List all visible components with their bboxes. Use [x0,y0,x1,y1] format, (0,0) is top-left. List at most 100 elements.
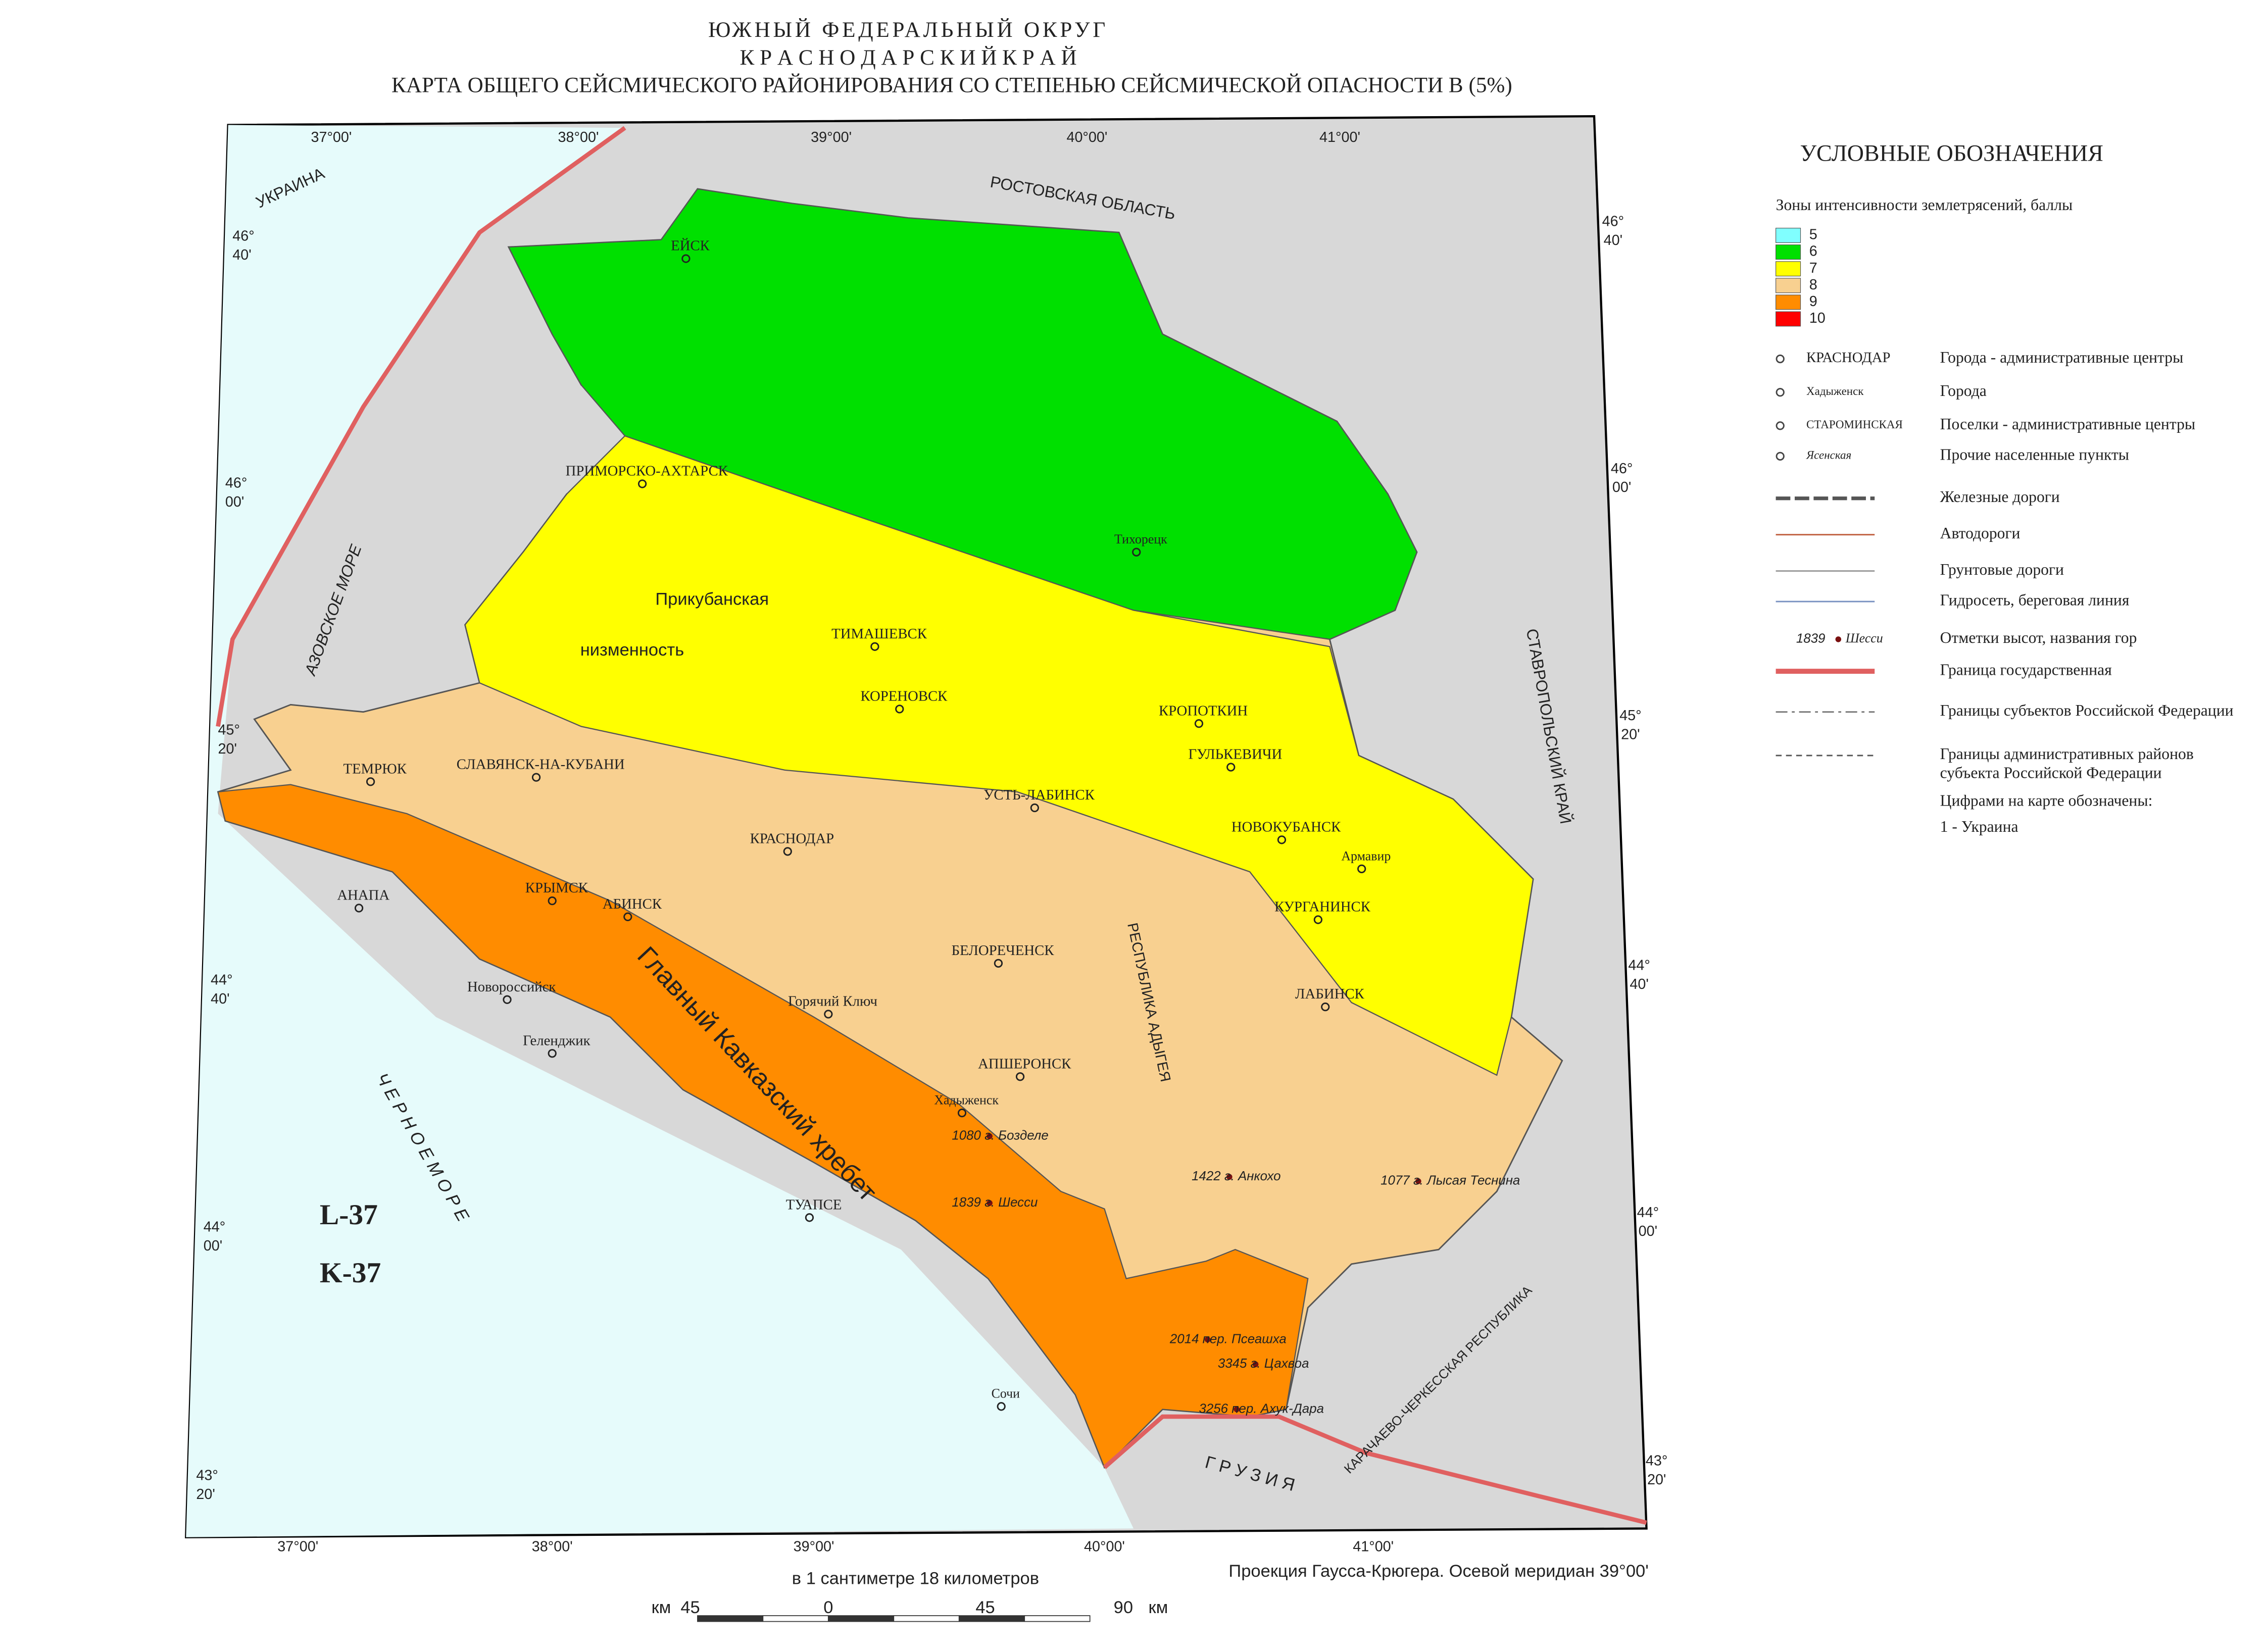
latitude-label: 43° [1646,1453,1667,1469]
longitude-label: 40°00' [1066,129,1107,145]
legend-symbol [1835,636,1842,642]
settlement-marker [1194,719,1204,728]
settlement-marker [957,1109,967,1118]
settlement-marker [366,777,375,786]
latitude-label: 44° [1637,1205,1659,1221]
scale-bar-segment [958,1615,1025,1622]
settlement-label: УСТЬ-ЛАБИНСК [983,787,1095,803]
peak-marker [1226,1174,1233,1180]
settlement-label: Геленджик [523,1032,590,1048]
legend-sample: Хадыженск [1806,384,1864,397]
zone-swatch [1776,311,1801,327]
region-label: низменность [580,640,684,660]
peak-label: 2014 пер. Псеашха [1169,1332,1287,1346]
settlement-marker [1015,1072,1025,1081]
settlement-marker [1277,835,1287,844]
settlement-marker [531,773,541,782]
scale-label: 0 [823,1598,833,1617]
latitude-label: 44° [211,972,232,988]
peak-marker [987,1200,993,1206]
peak-marker [1252,1361,1259,1368]
settlement-marker [1030,803,1039,813]
latitude-label: 45° [1619,708,1641,724]
settlement-label: НОВОКУБАНСК [1231,819,1341,835]
zone-9 [217,784,1309,1469]
settlement-marker [824,1010,833,1019]
latitude-label: 00' [204,1238,222,1254]
longitude-label: 37°00' [277,1538,318,1555]
legend-label: Грунтовые дороги [1940,561,2064,578]
longitude-label: 41°00' [1319,129,1360,145]
settlement-label: Новороссийск [467,979,556,995]
settlement-marker [997,1402,1006,1411]
zone-label: 6 [1809,243,1817,260]
zone-label: 9 [1809,293,1817,310]
longitude-label: 38°00' [558,129,599,145]
settlement-label: ТЕМРЮК [343,761,407,777]
settlement-label: КОРЕНОВСК [861,688,948,704]
legend-label: Прочие населенные пункты [1940,446,2129,464]
settlement-label: КРАСНОДАР [750,830,834,846]
legend: УСЛОВНЫЕ ОБОЗНАЧЕНИЯ Зоны интенсивности з… [1776,140,2234,835]
settlement-label: БЕЛОРЕЧЕНСК [952,942,1055,959]
latitude-label: 20' [196,1486,215,1503]
settlement-label: Тихорецк [1114,532,1167,546]
footer: в 1 сантиметре 18 километров км 45 0 45 90 км П… [652,1562,1649,1622]
legend-label: Поселки - административные центры [1940,415,2195,433]
legend-label: субъекта Российской Федерации [1940,764,2162,782]
scale-caption: в 1 сантиметре 18 километров [792,1569,1039,1588]
legend-sample: 1839 [1796,632,1826,646]
scale-label: 90 [1114,1598,1133,1617]
scale-bar-segment [697,1615,764,1622]
zone-label: 8 [1809,277,1817,293]
latitude-label: 00' [225,494,244,510]
title-line: КАРТА ОБЩЕГО СЕЙСМИЧЕСКОГО РАЙОНИРОВАНИЯ… [391,74,1512,97]
latitude-label: 44° [1628,958,1650,974]
latitude-label: 46° [225,475,247,491]
peak-label: 1839 г. Шесси [952,1195,1038,1210]
settlement-label: КРОПОТКИН [1159,703,1248,719]
longitude-label: 40°00' [1084,1538,1125,1555]
legend-label: Отметки высот, названия гор [1940,629,2137,646]
settlement-label: ГУЛЬКЕВИЧИ [1188,746,1282,763]
state-border [216,126,626,727]
scale-bar-segment [827,1615,895,1622]
settlement-marker [503,995,512,1004]
scale-bar-segment [762,1615,829,1622]
state-border [1103,1414,1647,1525]
peak-label: 1077 г. Лысая Теснина [1381,1174,1520,1188]
legend-label: Железные дороги [1940,488,2060,506]
settlement-marker [1226,763,1236,772]
zone-label: 5 [1809,227,1817,243]
settlement-marker [548,896,557,906]
region-label: Прикубанская [655,589,769,609]
settlement-marker [994,959,1003,968]
legend-label: Гидросеть, береговая линия [1940,591,2130,609]
latitude-label: 40' [232,247,251,263]
zone-label: 7 [1809,260,1817,276]
settlement-label: КРЫМСК [525,880,588,896]
sea [186,125,1134,1537]
latitude-label: 40' [1604,232,1622,248]
latitude-label: 46° [1602,214,1624,230]
legend-label: Границы субъектов Российской Федерации [1940,702,2234,719]
latitude-label: 46° [232,228,254,244]
settlement-marker [681,254,691,263]
zone-swatch [1776,244,1801,260]
legend-subtitle: Зоны интенсивности землетрясений, баллы [1776,196,2073,214]
scale-label: км [652,1598,671,1617]
peak-marker [1415,1178,1421,1184]
legend-label: Границы административных районов [1940,745,2194,763]
title-line: ЮЖНЫЙ ФЕДЕРАЛЬНЫЙ ОКРУГ [708,18,1108,42]
latitude-label: 20' [1647,1472,1666,1488]
settlement-marker [895,705,904,714]
settlement-marker [1313,915,1322,924]
settlement-label: КУРГАНИНСК [1274,899,1371,915]
settlement-marker [354,904,364,913]
scale-label: км [1148,1598,1168,1617]
longitude-label: 39°00' [794,1538,834,1555]
settlement-marker [637,479,647,488]
